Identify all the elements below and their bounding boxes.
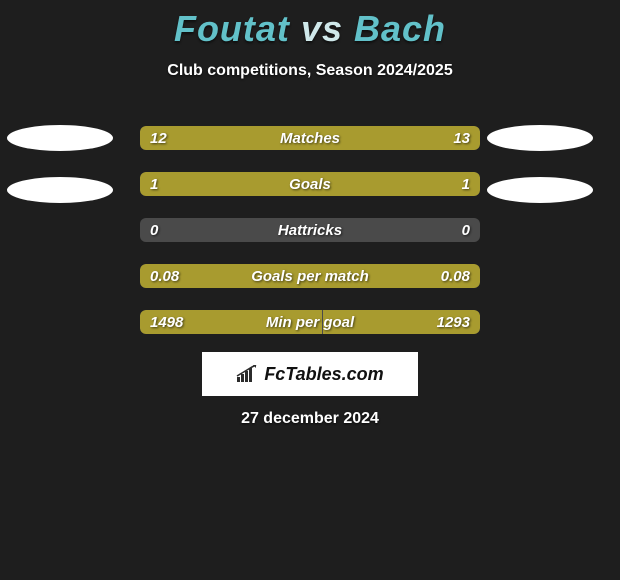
stat-bar: 14981293Min per goal [140,310,480,334]
stat-label: Goals [140,172,480,196]
stat-label: Min per goal [140,310,480,334]
brand-text: FcTables.com [264,364,383,385]
stat-label: Hattricks [140,218,480,242]
left-oval [7,177,113,203]
stat-bar: 11Goals [140,172,480,196]
brand-box: FcTables.com [202,352,418,396]
subtitle: Club competitions, Season 2024/2025 [0,62,620,80]
left-oval [7,125,113,151]
page-title: Foutat vs Bach [0,8,620,50]
player2-name: Bach [354,8,446,49]
right-oval [487,177,593,203]
right-oval [487,125,593,151]
vs-label: vs [301,8,343,49]
comparison-infographic: Foutat vs Bach Club competitions, Season… [0,0,620,580]
stat-label: Matches [140,126,480,150]
stat-bar: 0.080.08Goals per match [140,264,480,288]
stat-bar: 00Hattricks [140,218,480,242]
stat-bar: 1213Matches [140,126,480,150]
player1-name: Foutat [174,8,290,49]
bar-chart-icon [236,365,258,383]
stat-label: Goals per match [140,264,480,288]
stat-bars: 1213Matches 11Goals 00Hattricks 0.080.08Goa… [140,126,480,356]
date-text: 27 december 2024 [0,410,620,428]
